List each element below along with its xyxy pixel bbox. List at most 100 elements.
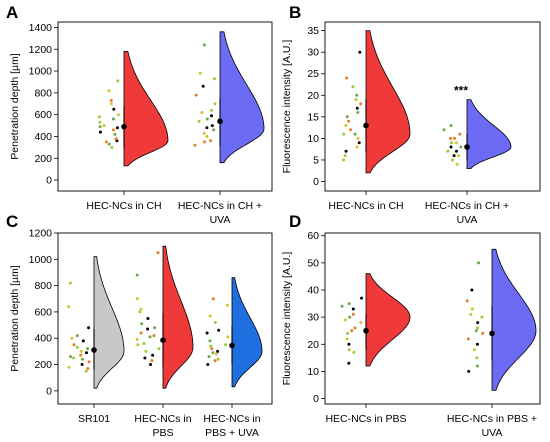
data-point — [226, 303, 229, 307]
data-point — [138, 310, 142, 314]
category-label: HEC-NCs in PBS + UVA — [447, 413, 537, 439]
violin-group — [193, 31, 265, 164]
data-point — [193, 143, 197, 147]
category-label: HEC-NCs in PBS + UVA — [203, 413, 260, 439]
data-point — [107, 142, 111, 146]
data-point — [213, 359, 217, 363]
violin-half — [123, 51, 169, 167]
data-point — [457, 154, 461, 158]
data-point — [113, 132, 117, 136]
y-tick-label: 600 — [34, 109, 52, 121]
violin-half — [491, 248, 537, 391]
data-point — [146, 317, 150, 320]
data-point — [203, 140, 206, 144]
data-point — [449, 124, 453, 127]
mean-marker — [363, 327, 369, 334]
data-point — [351, 85, 355, 89]
violin-half — [231, 277, 263, 388]
data-point — [205, 331, 209, 335]
data-point — [79, 353, 83, 357]
data-point — [84, 369, 88, 373]
data-point — [109, 99, 113, 102]
data-point — [360, 296, 363, 300]
data-point — [135, 273, 139, 277]
data-point — [342, 158, 345, 162]
data-point — [211, 351, 215, 355]
data-point — [202, 43, 206, 47]
data-point — [86, 347, 89, 351]
data-point — [351, 307, 355, 311]
data-point — [80, 363, 84, 366]
category-label-line: PBS — [152, 427, 173, 439]
data-point — [345, 337, 349, 341]
plot-frame — [324, 232, 541, 405]
data-point — [345, 76, 349, 80]
y-tick-label: 50 — [307, 257, 319, 269]
category-label-line: HEC-NCs in — [134, 413, 191, 425]
y-tick-label: 0 — [313, 176, 319, 188]
data-point — [354, 98, 358, 102]
data-point — [150, 359, 154, 363]
data-point — [210, 114, 213, 118]
plot-frame — [57, 21, 273, 192]
data-point — [352, 350, 356, 354]
data-point — [345, 115, 349, 119]
y-tick-label: 200 — [34, 359, 52, 371]
data-point — [156, 251, 160, 255]
data-point — [481, 331, 485, 335]
data-point — [357, 141, 361, 145]
violin-group — [97, 51, 169, 167]
panel-b: B 0 5 10 15 20 25 30 35 Fluorescence intensity [A… — [281, 3, 541, 226]
data-point — [216, 349, 220, 353]
data-point — [116, 79, 120, 83]
data-point — [139, 331, 143, 335]
plot-frame — [57, 232, 273, 405]
data-point — [469, 312, 473, 316]
violin-half — [365, 273, 411, 367]
data-point — [213, 102, 217, 106]
data-point — [467, 369, 471, 373]
data-point — [207, 355, 211, 359]
violin-group — [342, 30, 411, 174]
data-point — [112, 107, 116, 111]
data-point — [353, 326, 357, 330]
significance-label: *** — [454, 84, 468, 98]
data-point — [201, 84, 205, 88]
data-point — [355, 106, 359, 110]
data-point — [475, 342, 479, 346]
y-axis-title: Fluorescence intensity [A.U.] — [281, 40, 293, 174]
data-point — [476, 326, 479, 330]
data-point — [116, 113, 120, 117]
category-label: HEC-NCs in CH + UVA — [425, 200, 509, 226]
data-point — [455, 149, 458, 153]
violin-half — [219, 31, 265, 164]
data-point — [114, 137, 118, 141]
y-tick-label: 30 — [307, 47, 319, 59]
data-point — [344, 149, 348, 153]
violin-group — [135, 245, 194, 389]
y-tick-label: 200 — [34, 153, 52, 165]
data-point — [224, 343, 228, 347]
y-tick-label: 1200 — [29, 44, 53, 56]
y-axis-title: Penetration depth [µm] — [9, 53, 21, 160]
y-tick-label: 10 — [307, 366, 319, 378]
data-point — [102, 124, 106, 128]
mean-marker — [489, 330, 495, 337]
data-point — [152, 334, 156, 338]
data-point — [107, 89, 111, 93]
data-point — [205, 135, 209, 138]
data-point — [346, 331, 349, 335]
y-axis-title: Fluorescence intensity [A.U.] — [281, 252, 293, 386]
data-point — [442, 128, 446, 132]
y-axis-title: Penetration depth [µm] — [9, 265, 21, 372]
category-label: HEC-NCs in PBS — [134, 413, 191, 439]
data-point — [111, 128, 115, 132]
data-point — [210, 347, 214, 351]
data-point — [68, 281, 72, 285]
data-point — [472, 348, 476, 352]
data-point — [453, 136, 456, 140]
data-point — [148, 335, 152, 339]
data-point — [72, 343, 76, 347]
category-label: HEC-NCs in PBS — [325, 413, 406, 425]
